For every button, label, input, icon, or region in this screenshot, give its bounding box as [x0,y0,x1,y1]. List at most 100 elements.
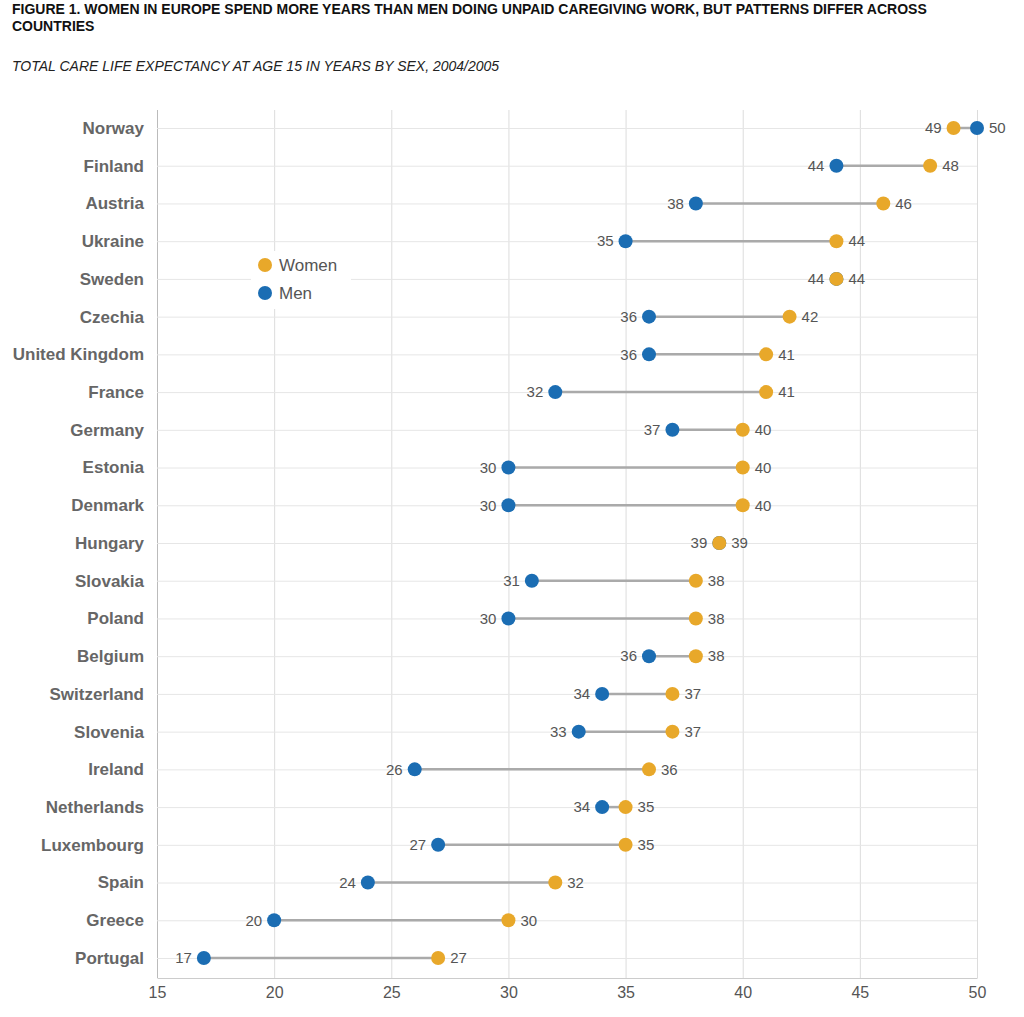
data-label: 48 [942,157,959,174]
data-label: 30 [480,497,497,514]
data-label: 39 [691,534,708,551]
x-tick-label: 45 [851,984,869,1001]
y-tick: Portugal [75,949,977,968]
x-tick: 50 [969,110,987,1001]
data-label: 40 [755,459,772,476]
title: FIGURE 1. WOMEN IN EUROPE SPEND MORE YEA… [12,1,927,34]
y-tick: Spain [98,873,977,892]
data-label: 41 [778,346,795,363]
data-label: 32 [527,383,544,400]
y-tick-label: Slovakia [75,572,145,591]
dot [501,913,515,927]
y-tick: Switzerland [50,685,977,704]
dot [876,196,890,210]
connector [508,466,742,469]
y-tick: Netherlands [46,798,977,817]
data-label: 44 [848,232,865,249]
dot [712,536,726,550]
y-tick: Estonia [83,458,977,477]
data-label: 35 [597,232,614,249]
connector [438,844,625,847]
x-tick: 15 [149,110,167,1001]
row-grid-line [157,581,977,582]
dot [829,272,843,286]
x-tick-label: 15 [149,984,167,1001]
row-grid-line [157,769,977,770]
y-tick: Finland [84,157,977,176]
data-label: 38 [708,610,725,627]
row-grid-line [157,430,977,431]
dot [689,196,703,210]
data-label: 49 [925,119,942,136]
y-tick: Greece [86,911,977,930]
dot [689,649,703,663]
row-grid-line [157,317,977,318]
y-tick-label: Ukraine [82,232,144,251]
data-label: 38 [708,572,725,589]
dot [712,536,726,550]
dot [548,385,562,399]
y-tick-label: United Kingdom [13,345,144,364]
data-label: 35 [638,798,655,815]
y-tick: Norway [83,119,977,138]
dot [619,234,633,248]
subtitle: TOTAL CARE LIFE EXPECTANCY AT AGE 15 IN … [12,58,499,74]
row-grid-line [157,807,977,808]
data-label: 31 [503,572,520,589]
connector [836,164,930,167]
dot [642,310,656,324]
dot [829,159,843,173]
y-tick-label: Luxembourg [41,836,144,855]
connector [508,504,742,507]
y-tick: France [88,383,977,402]
data-label: 46 [895,195,912,212]
y-tick: Czechia [80,308,977,327]
dot [970,121,984,135]
data-label: 32 [567,874,584,891]
connector [274,919,508,922]
y-tick-label: Austria [85,194,144,213]
y-tick-label: Belgium [77,647,144,666]
y-tick-label: Hungary [75,534,145,553]
x-tick-label: 30 [500,984,518,1001]
y-axis: Norway Finland Austria Ukraine Sweden Czechia… [13,110,977,978]
x-tick: 30 [500,110,518,1001]
x-tick: 35 [617,110,635,1001]
y-tick: Denmark [71,496,977,515]
data-label: 36 [620,346,637,363]
row-grid-line [157,958,977,959]
dot [408,762,422,776]
y-tick-label: France [88,383,144,402]
data-label: 42 [802,308,819,325]
row-grid-line [157,618,977,619]
dot [665,725,679,739]
data-label: 37 [684,723,701,740]
y-tick-label: Czechia [80,308,145,327]
dot [759,347,773,361]
y-tick: Austria [85,194,977,213]
dot [361,876,375,890]
x-tick: 25 [383,110,401,1001]
y-tick-label: Portugal [75,949,144,968]
connector [204,957,438,960]
data-label: 37 [684,685,701,702]
data-label: 30 [480,459,497,476]
y-tick: Sweden [80,270,977,289]
data-label: 39 [731,534,748,551]
dot [736,498,750,512]
data-label: 44 [808,157,825,174]
data-label: 30 [480,610,497,627]
legend-swatch [258,258,272,272]
dot [501,611,515,625]
connector [602,693,672,696]
dot [572,725,586,739]
data-label: 27 [450,949,467,966]
row-grid-line [157,845,977,846]
row-grid-line [157,505,977,506]
dot [642,649,656,663]
data-label: 30 [520,912,537,929]
row-grid-line [157,468,977,469]
row-grid-line [157,656,977,657]
title-line: COUNTRIES [12,18,94,34]
dot [525,574,539,588]
